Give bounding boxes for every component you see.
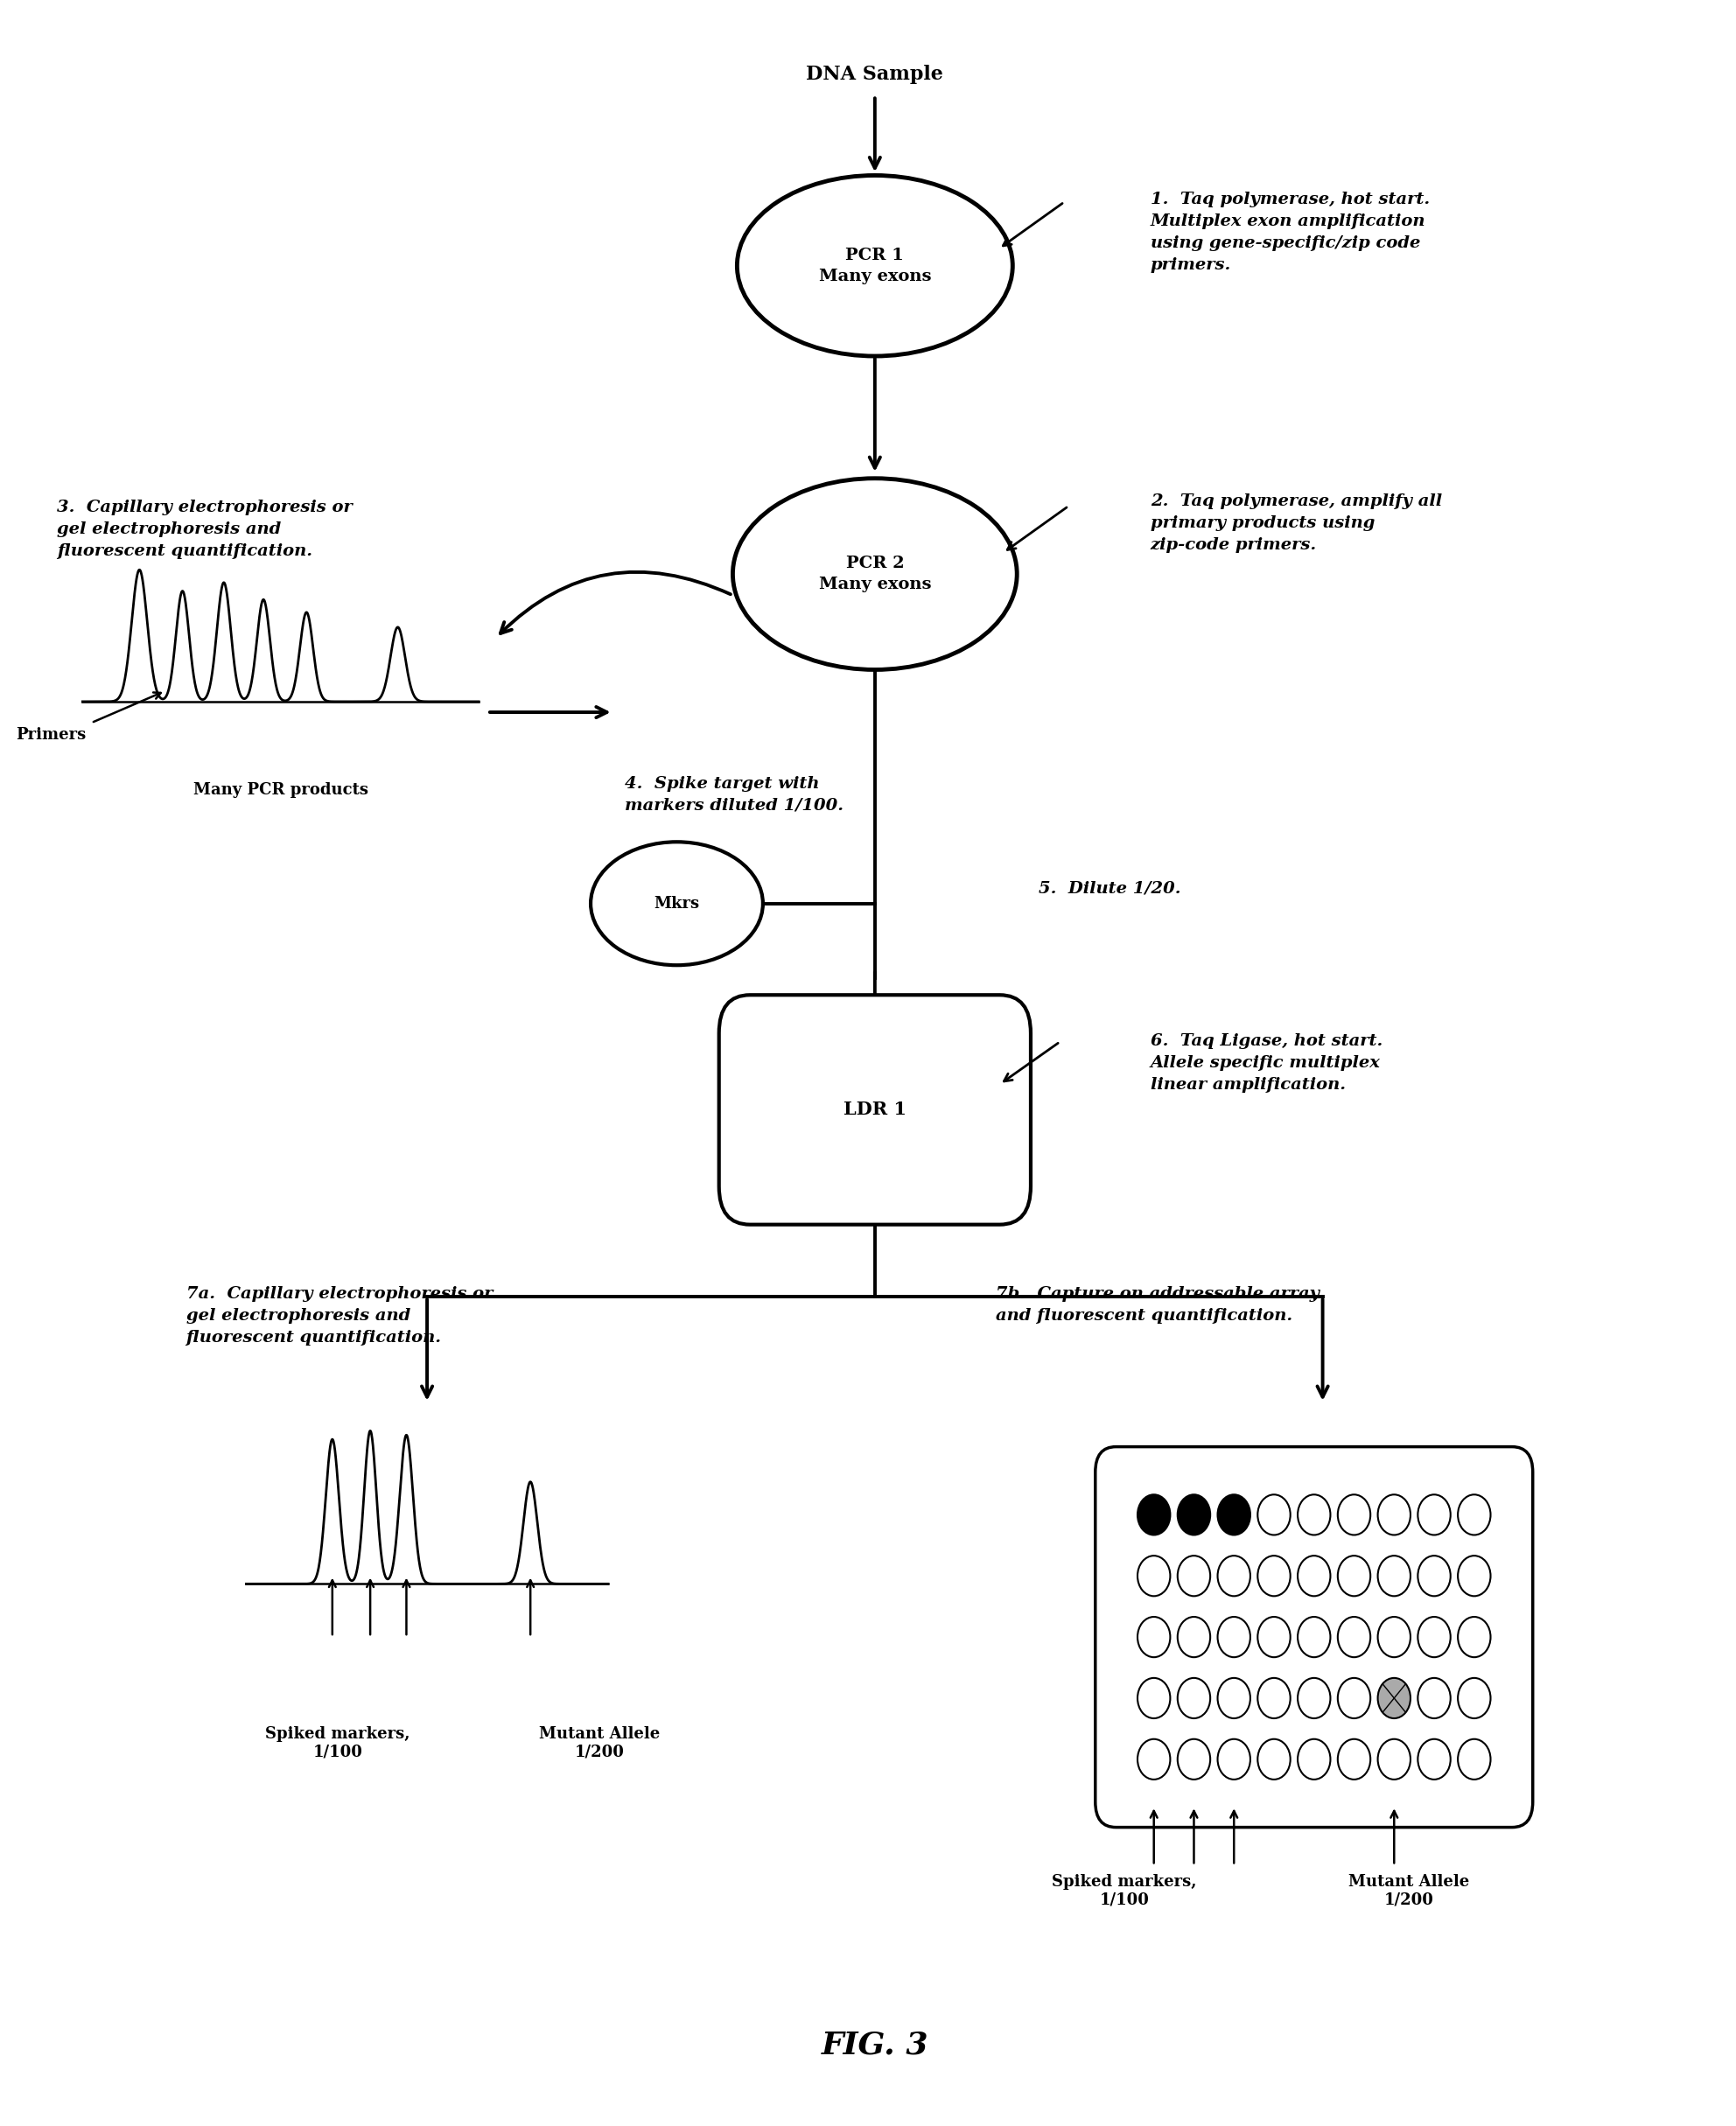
Text: Mkrs: Mkrs (654, 895, 700, 912)
Circle shape (1378, 1739, 1410, 1779)
Circle shape (1137, 1495, 1170, 1535)
Circle shape (1458, 1495, 1491, 1535)
Text: FIG. 3: FIG. 3 (821, 2030, 929, 2060)
Circle shape (1217, 1739, 1250, 1779)
Circle shape (1217, 1677, 1250, 1718)
Text: 1.  Taq polymerase, hot start.
Multiplex exon amplification
using gene-specific/: 1. Taq polymerase, hot start. Multiplex … (1151, 191, 1430, 272)
Ellipse shape (590, 842, 762, 965)
Circle shape (1299, 1677, 1330, 1718)
Text: 4.  Spike target with
markers diluted 1/100.: 4. Spike target with markers diluted 1/1… (625, 776, 844, 814)
Circle shape (1338, 1616, 1370, 1658)
Text: Spiked markers,
1/100: Spiked markers, 1/100 (266, 1726, 410, 1760)
Circle shape (1257, 1556, 1290, 1597)
Text: 3.  Capillary electrophoresis or
gel electrophoresis and
fluorescent quantificat: 3. Capillary electrophoresis or gel elec… (57, 500, 352, 559)
Circle shape (1137, 1677, 1170, 1718)
Text: Mutant Allele
1/200: Mutant Allele 1/200 (538, 1726, 660, 1760)
Circle shape (1338, 1677, 1370, 1718)
Text: DNA Sample: DNA Sample (806, 64, 943, 85)
Circle shape (1257, 1616, 1290, 1658)
Ellipse shape (733, 478, 1017, 670)
Text: Many PCR products: Many PCR products (193, 782, 368, 797)
Circle shape (1177, 1739, 1210, 1779)
Circle shape (1137, 1616, 1170, 1658)
Circle shape (1458, 1616, 1491, 1658)
Circle shape (1418, 1739, 1451, 1779)
Circle shape (1137, 1739, 1170, 1779)
Text: 6.  Taq Ligase, hot start.
Allele specific multiplex
linear amplification.: 6. Taq Ligase, hot start. Allele specifi… (1151, 1033, 1382, 1093)
Circle shape (1378, 1495, 1410, 1535)
Circle shape (1458, 1556, 1491, 1597)
Text: 5.  Dilute 1/20.: 5. Dilute 1/20. (1038, 880, 1180, 897)
Circle shape (1299, 1495, 1330, 1535)
Circle shape (1177, 1677, 1210, 1718)
Text: Mutant Allele
1/200: Mutant Allele 1/200 (1349, 1875, 1469, 1907)
Circle shape (1177, 1556, 1210, 1597)
Circle shape (1458, 1739, 1491, 1779)
Circle shape (1458, 1677, 1491, 1718)
Circle shape (1418, 1556, 1451, 1597)
Circle shape (1257, 1677, 1290, 1718)
Circle shape (1338, 1739, 1370, 1779)
Circle shape (1378, 1677, 1410, 1718)
Circle shape (1217, 1495, 1250, 1535)
Circle shape (1378, 1616, 1410, 1658)
Circle shape (1177, 1495, 1210, 1535)
Circle shape (1257, 1739, 1290, 1779)
Circle shape (1418, 1677, 1451, 1718)
Circle shape (1418, 1495, 1451, 1535)
Text: Primers: Primers (16, 727, 87, 742)
Text: LDR 1: LDR 1 (844, 1101, 906, 1118)
Circle shape (1299, 1616, 1330, 1658)
Circle shape (1177, 1616, 1210, 1658)
Text: 7b.  Capture on addressable array
and fluorescent quantification.: 7b. Capture on addressable array and flu… (995, 1286, 1319, 1324)
Text: 2.  Taq polymerase, amplify all
primary products using
zip-code primers.: 2. Taq polymerase, amplify all primary p… (1151, 493, 1443, 553)
Circle shape (1378, 1556, 1410, 1597)
Circle shape (1217, 1616, 1250, 1658)
Text: Spiked markers,
1/100: Spiked markers, 1/100 (1052, 1875, 1198, 1907)
Circle shape (1257, 1495, 1290, 1535)
Circle shape (1217, 1556, 1250, 1597)
Circle shape (1299, 1739, 1330, 1779)
Circle shape (1338, 1556, 1370, 1597)
Circle shape (1418, 1616, 1451, 1658)
Circle shape (1299, 1556, 1330, 1597)
Text: PCR 2
Many exons: PCR 2 Many exons (819, 555, 930, 593)
Circle shape (1137, 1556, 1170, 1597)
FancyBboxPatch shape (719, 995, 1031, 1225)
Text: PCR 1
Many exons: PCR 1 Many exons (819, 247, 930, 285)
Circle shape (1338, 1495, 1370, 1535)
Ellipse shape (738, 176, 1012, 357)
FancyBboxPatch shape (1095, 1446, 1533, 1826)
Text: 7a.  Capillary electrophoresis or
gel electrophoresis and
fluorescent quantifica: 7a. Capillary electrophoresis or gel ele… (186, 1286, 493, 1346)
